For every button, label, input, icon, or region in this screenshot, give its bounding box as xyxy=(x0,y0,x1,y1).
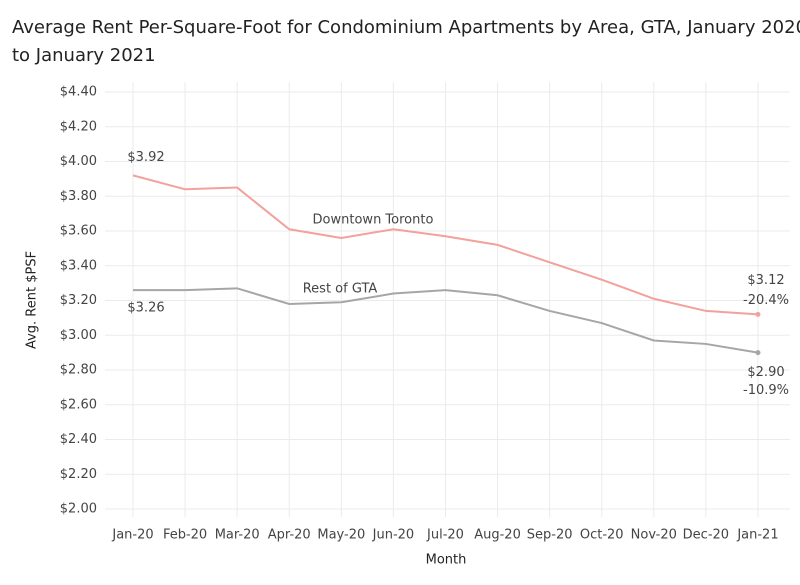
y-tick-label: $2.60 xyxy=(60,397,97,412)
y-tick-label: $2.00 xyxy=(60,502,97,517)
x-axis-title: Month xyxy=(426,553,467,568)
end-point xyxy=(755,350,761,356)
value-label: $3.92 xyxy=(127,150,164,165)
chart-title: Average Rent Per-Square-Foot for Condomi… xyxy=(12,17,800,66)
x-tick-label: Jan-21 xyxy=(736,528,778,543)
x-tick-label: Apr-20 xyxy=(268,528,311,543)
y-tick-label: $3.20 xyxy=(60,293,97,308)
y-tick-label: $3.80 xyxy=(60,189,97,204)
end-point xyxy=(755,311,761,317)
y-tick-label: $4.40 xyxy=(60,85,97,100)
y-tick-label: $2.80 xyxy=(60,363,97,378)
x-tick-label: Nov-20 xyxy=(631,528,677,543)
value-label: $3.12 xyxy=(747,273,784,288)
y-tick-label: $4.00 xyxy=(60,154,97,169)
y-tick-label: $3.40 xyxy=(60,258,97,273)
y-tick-label: $4.20 xyxy=(60,119,97,134)
series-line xyxy=(132,174,759,316)
series-label: Downtown Toronto xyxy=(313,213,434,228)
y-tick-label: $3.00 xyxy=(60,328,97,343)
value-label: $2.90 xyxy=(747,365,784,380)
y-axis-title: Avg. Rent $PSF xyxy=(25,251,40,349)
x-tick-label: Oct-20 xyxy=(580,528,624,543)
x-tick-label: Jun-20 xyxy=(372,528,415,543)
x-tick-label: Jan-20 xyxy=(111,528,153,543)
x-tick-label: Dec-20 xyxy=(683,528,729,543)
x-tick-label: May-20 xyxy=(317,528,365,543)
x-tick-label: Mar-20 xyxy=(215,528,260,543)
series-label: Rest of GTA xyxy=(303,282,378,297)
x-tick-label: Feb-20 xyxy=(163,528,207,543)
series-line xyxy=(133,287,759,354)
y-tick-label: $2.20 xyxy=(60,467,97,482)
x-tick-label: Aug-20 xyxy=(474,528,521,543)
y-tick-label: $2.40 xyxy=(60,432,97,447)
change-label: -20.4% xyxy=(743,293,789,308)
x-tick-label: Sep-20 xyxy=(527,528,573,543)
value-label: $3.26 xyxy=(127,301,164,316)
change-label: -10.9% xyxy=(743,383,789,398)
y-tick-label: $3.60 xyxy=(60,224,97,239)
x-tick-label: Jul-20 xyxy=(426,528,464,543)
